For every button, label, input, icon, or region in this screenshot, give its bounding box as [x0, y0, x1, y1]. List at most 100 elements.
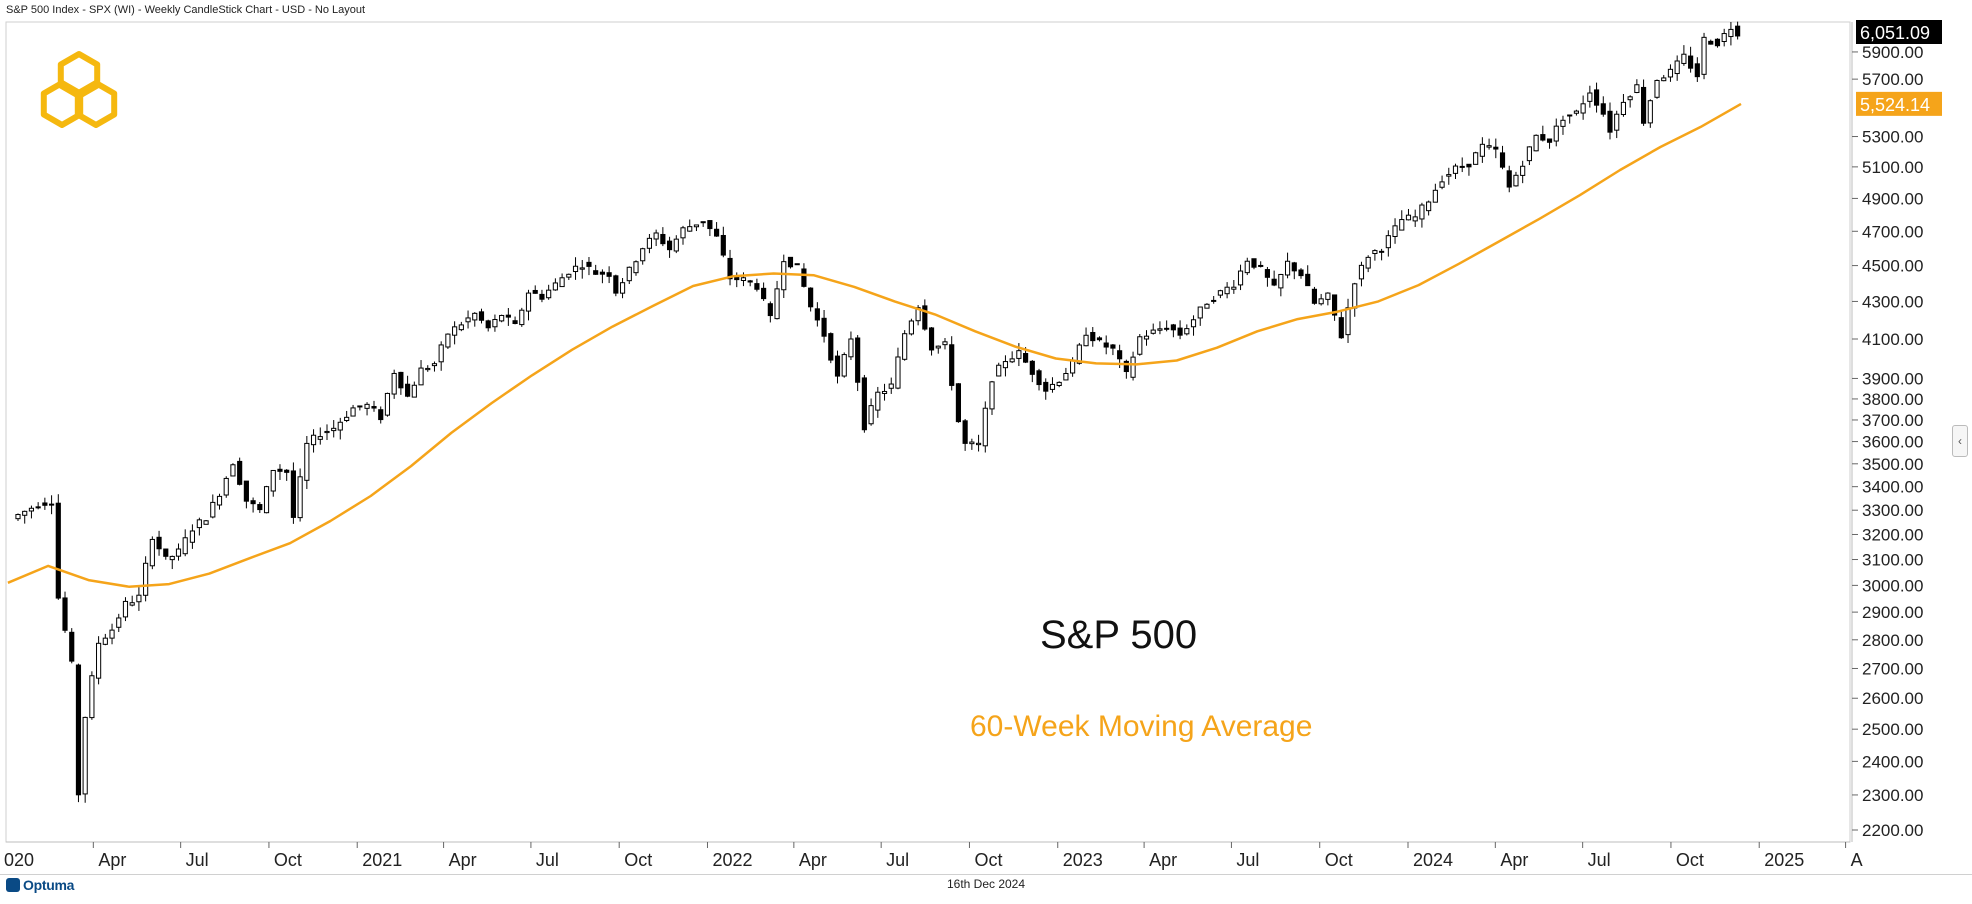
chart-canvas[interactable]: 2200.00 2300.00 2400.00 2500.00 2600.00 2700.…: [0, 0, 1972, 874]
candle: [196, 517, 202, 536]
candle: [546, 284, 552, 300]
candle: [1721, 28, 1727, 47]
y-tick-label: 5900.00: [1862, 43, 1923, 62]
y-tick-label: 3000.00: [1862, 576, 1923, 595]
side-panel-toggle[interactable]: ‹: [1952, 425, 1968, 457]
candle: [613, 274, 619, 297]
logo-mark: [40, 51, 118, 128]
plot-area: [5, 21, 1851, 843]
y-tick-label: 2900.00: [1862, 603, 1923, 622]
candle: [1036, 368, 1042, 391]
candle: [149, 536, 155, 570]
candle: [15, 513, 21, 521]
candle: [337, 417, 343, 440]
candle: [1540, 125, 1546, 142]
y-tick-label: 4900.00: [1862, 189, 1923, 208]
candle: [1419, 202, 1425, 228]
x-tick-label: Apr: [449, 850, 477, 870]
candle: [182, 529, 188, 557]
ma-price-flag: 5,524.14: [1856, 91, 1942, 116]
candle: [1352, 282, 1358, 317]
y-tick-label: 4100.00: [1862, 330, 1923, 349]
chart-header-title: S&P 500 Index - SPX (WI) - Weekly Candle…: [6, 4, 366, 16]
candle: [1190, 315, 1197, 336]
candle: [700, 221, 706, 227]
candle: [774, 280, 780, 320]
candle: [331, 420, 337, 438]
candle: [384, 392, 391, 417]
candle: [949, 336, 955, 391]
candle: [82, 716, 88, 803]
candle: [1667, 64, 1674, 82]
candle: [458, 321, 464, 332]
candle: [472, 312, 478, 327]
candle: [1217, 289, 1223, 299]
candle: [1735, 21, 1741, 40]
x-tick-label: Oct: [974, 850, 1002, 870]
candle: [102, 633, 108, 646]
candle: [1150, 323, 1156, 335]
candle: [781, 254, 787, 299]
candle: [237, 457, 243, 486]
candle: [653, 229, 659, 247]
y-tick-label: 4300.00: [1862, 292, 1923, 311]
y-tick-label: 4500.00: [1862, 257, 1923, 276]
candle: [1332, 294, 1338, 321]
x-tick-label: Jul: [886, 850, 909, 870]
x-tick-label: 2022: [712, 850, 752, 870]
candle: [1311, 286, 1318, 305]
y-tick-label: 2600.00: [1862, 689, 1923, 708]
candle: [586, 256, 592, 276]
candle: [1701, 32, 1707, 80]
candle: [1204, 303, 1210, 309]
candle: [606, 266, 612, 284]
candle: [465, 310, 471, 329]
candle: [1526, 146, 1532, 166]
plot-frame: [5, 21, 1851, 843]
candle: [1130, 351, 1136, 381]
candle: [89, 671, 95, 720]
candle: [1063, 367, 1069, 381]
chart-annotation-title: S&P 500: [1040, 613, 1198, 657]
candle: [250, 497, 256, 513]
y-tick-label: 4700.00: [1862, 222, 1923, 241]
logo-hexagon-2: [74, 80, 118, 128]
candle: [902, 330, 908, 361]
candle: [539, 289, 545, 303]
candle: [1546, 138, 1553, 149]
candle: [1499, 145, 1506, 170]
candle: [1641, 79, 1647, 126]
candle: [895, 347, 901, 390]
candle: [834, 350, 841, 384]
candle: [492, 314, 498, 332]
candle: [1392, 218, 1398, 244]
candle: [1399, 210, 1405, 231]
candle: [1298, 268, 1304, 279]
moving-average-line: [7, 102, 1742, 588]
candle: [42, 497, 48, 510]
x-tick-label: 2023: [1063, 850, 1103, 870]
candle: [1231, 279, 1237, 294]
candle: [1600, 96, 1606, 117]
candle: [357, 405, 363, 411]
candle: [22, 510, 28, 524]
candle: [1305, 265, 1311, 287]
candle: [505, 308, 511, 326]
candle: [599, 269, 605, 284]
price-flags: 6,051.09 5,524.14: [1856, 20, 1942, 116]
y-axis: 2200.00 2300.00 2400.00 2500.00 2600.00 2700.…: [1851, 22, 1923, 842]
candle: [203, 519, 209, 525]
candle: [982, 401, 988, 453]
candle: [371, 400, 377, 412]
candle: [1573, 109, 1579, 116]
candle: [666, 236, 673, 258]
candle: [928, 327, 935, 356]
x-tick-label: Oct: [624, 850, 652, 870]
candle: [1593, 82, 1600, 113]
candle: [1251, 258, 1257, 270]
candle: [243, 480, 249, 509]
y-tick-label: 3600.00: [1862, 433, 1923, 452]
candle: [62, 591, 68, 633]
candle: [808, 287, 814, 312]
candle: [1446, 167, 1452, 185]
